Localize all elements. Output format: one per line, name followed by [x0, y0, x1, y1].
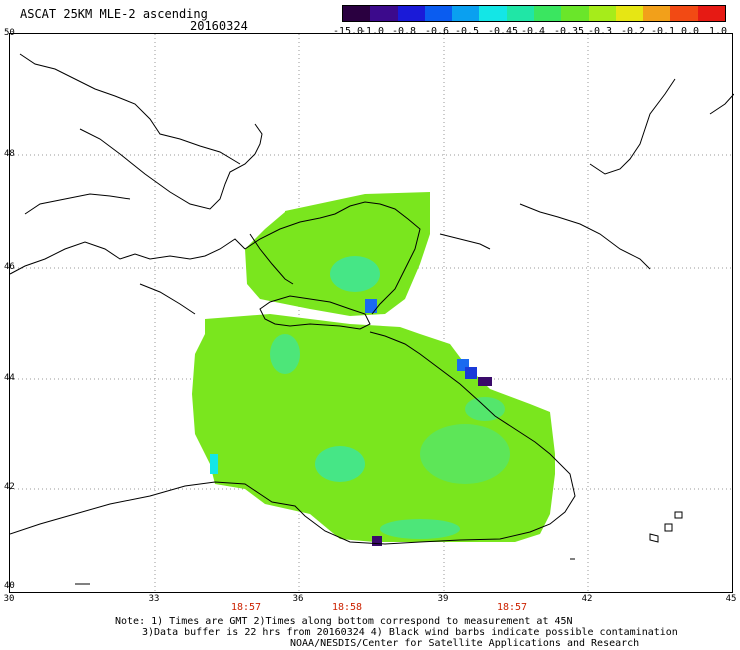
colorbar-label: 0.0 [680, 26, 700, 37]
lat-label: 46 [4, 262, 15, 272]
lon-label: 36 [292, 594, 304, 604]
product-title: ASCAT 25KM MLE-2 ascending [20, 7, 208, 21]
colorbar-label: -0.2 [620, 26, 646, 37]
footnote-line-3: NOAA/NESDIS/Center for Satellite Applica… [290, 638, 640, 649]
time-label: 18:58 [331, 602, 363, 613]
swath-blue-spot [210, 454, 218, 474]
colorbar-swatch [588, 6, 616, 21]
colorbar-label: -1.0 [359, 26, 385, 37]
swath-cyan-patch [465, 397, 505, 421]
lon-label: 45 [725, 594, 737, 604]
lon-label: 42 [581, 594, 593, 604]
swath-cyan-patch [380, 519, 460, 539]
colorbar-label: -0.5 [454, 26, 480, 37]
map-canvas [10, 34, 734, 594]
map-frame [9, 33, 734, 594]
colorbar-swatch [533, 6, 562, 21]
lat-label: 44 [4, 373, 15, 383]
lat-label: 42 [4, 482, 15, 492]
colorbar [342, 5, 726, 22]
colorbar-label: -0.4 [520, 26, 546, 37]
colorbar-swatch [643, 6, 671, 21]
colorbar-label: 1.0 [708, 26, 728, 37]
swath-blue-spot [365, 299, 377, 313]
colorbar-swatch [452, 6, 480, 21]
colorbar-label: -0.35 [553, 26, 585, 37]
time-label: 18:57 [230, 602, 262, 613]
colorbar-label: -0.1 [650, 26, 676, 37]
swath-cyan-patch [330, 256, 380, 292]
lat-label: 50 [4, 28, 15, 38]
colorbar-swatch [670, 6, 698, 21]
colorbar-swatch [479, 6, 507, 21]
colorbar-swatch [561, 6, 589, 21]
colorbar-label: -0.6 [424, 26, 450, 37]
swath-north [245, 192, 430, 316]
swath-cyan-patch [315, 446, 365, 482]
lat-label: 40 [4, 581, 15, 591]
swath-main [192, 314, 555, 542]
colorbar-swatch [370, 6, 398, 21]
colorbar-label: -0.3 [587, 26, 613, 37]
swath-dark-spot [372, 536, 382, 546]
colorbar-swatch [615, 6, 644, 21]
swath-dark-spot [478, 377, 492, 386]
colorbar-swatch [397, 6, 425, 21]
colorbar-swatch [506, 6, 534, 21]
graticule [10, 34, 734, 594]
time-label: 18:57 [496, 602, 528, 613]
wind-swath [192, 192, 555, 546]
footnote-line-1: Note: 1) Times are GMT 2)Times along bot… [115, 616, 573, 627]
colorbar-label: -0.8 [391, 26, 417, 37]
colorbar-swatch [697, 6, 725, 21]
lon-label: 33 [148, 594, 160, 604]
footnote-line-2: 3)Data buffer is 22 hrs from 20160324 4)… [142, 627, 678, 638]
product-date: 20160324 [190, 19, 248, 33]
colorbar-swatch [343, 6, 371, 21]
colorbar-swatch [424, 6, 453, 21]
lon-label: 30 [3, 594, 15, 604]
swath-blue-spot [465, 367, 477, 379]
colorbar-label: -15.0 [332, 26, 364, 37]
lat-label: 48 [4, 149, 15, 159]
swath-cyan-patch [270, 334, 300, 374]
lon-label: 39 [437, 594, 449, 604]
coastlines [10, 53, 734, 585]
swath-cyan-patch [420, 424, 510, 484]
colorbar-label: -0.45 [487, 26, 519, 37]
